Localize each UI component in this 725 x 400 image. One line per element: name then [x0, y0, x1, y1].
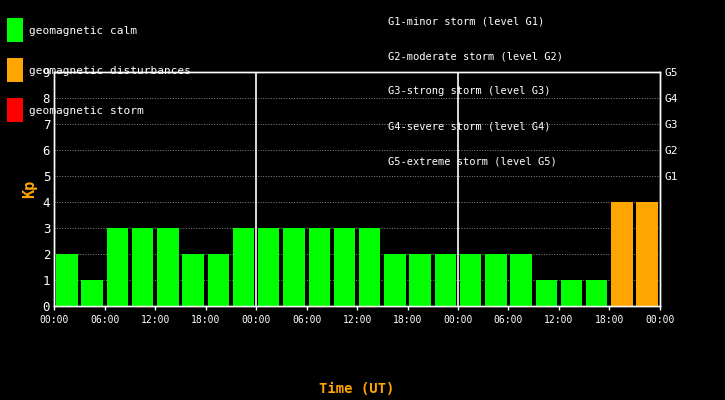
Text: Time (UT): Time (UT) — [319, 382, 394, 396]
Bar — [334, 228, 355, 306]
Bar — [460, 254, 481, 306]
Bar — [637, 202, 658, 306]
Bar — [183, 254, 204, 306]
Text: G5-extreme storm (level G5): G5-extreme storm (level G5) — [388, 157, 557, 167]
Bar — [132, 228, 154, 306]
Bar — [560, 280, 582, 306]
Bar — [207, 254, 229, 306]
Text: G3-strong storm (level G3): G3-strong storm (level G3) — [388, 86, 550, 96]
Bar — [510, 254, 531, 306]
Bar — [258, 228, 280, 306]
Text: G2-moderate storm (level G2): G2-moderate storm (level G2) — [388, 51, 563, 61]
Bar — [81, 280, 103, 306]
Bar — [309, 228, 330, 306]
Bar — [485, 254, 507, 306]
Bar — [359, 228, 381, 306]
Bar — [611, 202, 633, 306]
Y-axis label: Kp: Kp — [22, 180, 37, 198]
Bar — [157, 228, 178, 306]
Bar — [586, 280, 608, 306]
Text: G4-severe storm (level G4): G4-severe storm (level G4) — [388, 122, 550, 132]
Bar — [283, 228, 304, 306]
Bar — [410, 254, 431, 306]
Bar — [233, 228, 254, 306]
Bar — [57, 254, 78, 306]
Text: G1-minor storm (level G1): G1-minor storm (level G1) — [388, 16, 544, 26]
Text: geomagnetic storm: geomagnetic storm — [29, 106, 144, 116]
Bar — [434, 254, 456, 306]
Text: geomagnetic disturbances: geomagnetic disturbances — [29, 66, 191, 76]
Bar — [536, 280, 557, 306]
Bar — [107, 228, 128, 306]
Text: geomagnetic calm: geomagnetic calm — [29, 26, 137, 36]
Bar — [384, 254, 405, 306]
